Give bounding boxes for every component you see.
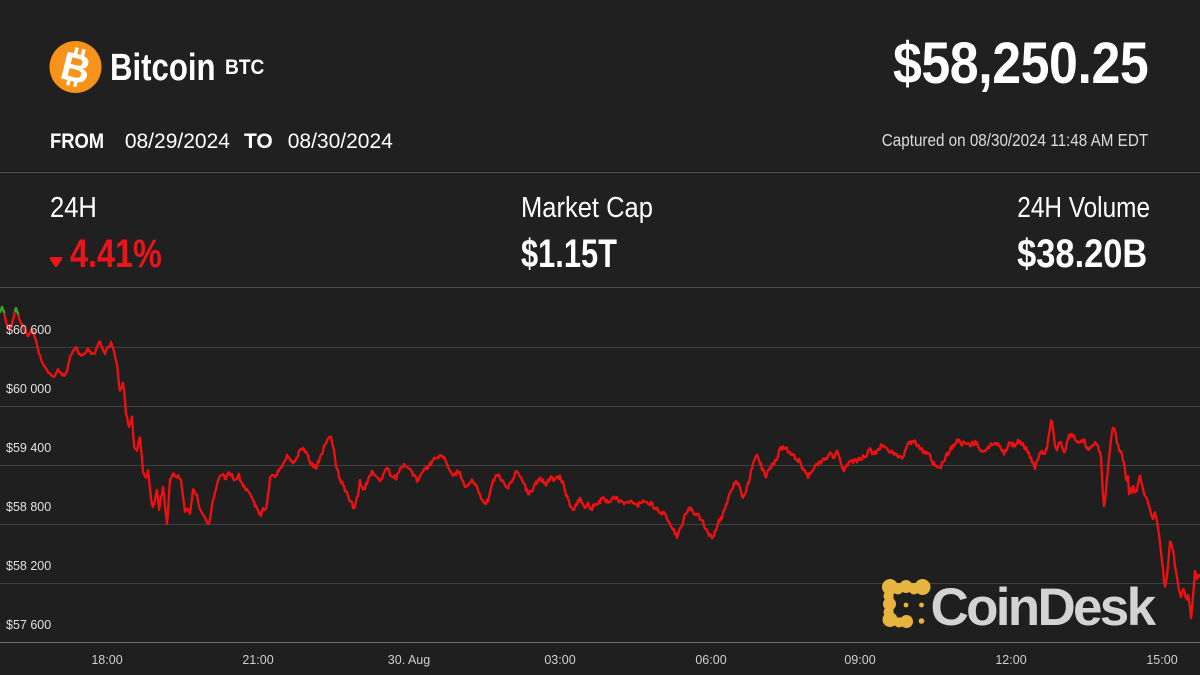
svg-text:12:00: 12:00 [995,653,1026,667]
svg-text:21:00: 21:00 [242,653,273,667]
svg-text:06:00: 06:00 [695,653,726,667]
svg-text:03:00: 03:00 [544,653,575,667]
svg-text:30. Aug: 30. Aug [388,653,430,667]
svg-text:$60 600: $60 600 [6,323,51,337]
svg-text:$57 600: $57 600 [6,618,51,632]
svg-text:18:00: 18:00 [91,653,122,667]
svg-text:$59 400: $59 400 [6,441,51,455]
svg-text:CoinDesk: CoinDesk [931,578,1157,637]
svg-text:$58 800: $58 800 [6,500,51,514]
svg-text:09:00: 09:00 [844,653,875,667]
svg-text:$60 000: $60 000 [6,382,51,396]
svg-text:15:00: 15:00 [1146,653,1177,667]
svg-text:$58 200: $58 200 [6,559,51,573]
